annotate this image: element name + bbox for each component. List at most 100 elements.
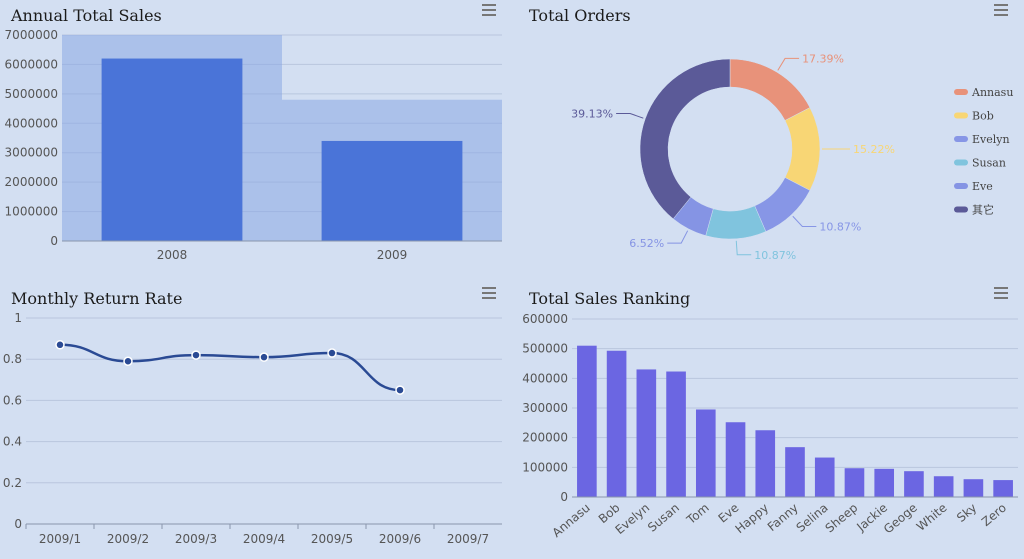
annual-sales-chart: 0 1000000 2000000 3000000 4000000 5000000 6000… <box>5 28 502 262</box>
ranking-x-tick-label: Annasu <box>550 501 593 540</box>
monthly-point <box>259 352 269 362</box>
monthly-y-tick-label: 0.2 <box>3 476 22 490</box>
ranking-x-tick-label: Sheep <box>823 501 861 536</box>
ranking-bar <box>785 447 805 497</box>
legend-swatch <box>954 183 968 189</box>
monthly-point <box>395 385 405 395</box>
annual-bar <box>321 140 463 241</box>
ranking-bar <box>904 471 924 497</box>
ranking-bar <box>963 479 984 497</box>
annual-sales-panel: Annual Total Sales 0 1000000 2000000 300000… <box>0 0 512 276</box>
monthly-return-title: Monthly Return Rate <box>11 289 183 308</box>
annual-bar <box>101 58 243 241</box>
legend-label: Evelyn <box>972 133 1010 146</box>
annual-y-tick-label: 4000000 <box>5 116 58 130</box>
ranking-bar <box>755 430 776 497</box>
monthly-point <box>327 348 337 358</box>
ranking-x-tick-label: Zero <box>979 501 1009 529</box>
legend-swatch <box>954 89 968 95</box>
ranking-x-tick-label: Susan <box>645 501 682 535</box>
annual-y-tick-label: 3000000 <box>5 146 58 160</box>
ranking-bar <box>844 468 865 497</box>
annual-y-tick-label: 2000000 <box>5 175 58 189</box>
pie-percent-label: 6.52% <box>629 237 664 250</box>
ranking-y-tick-label: 400000 <box>522 371 568 385</box>
monthly-x-tick-label: 2009/4 <box>243 532 285 546</box>
ranking-bar <box>606 350 627 497</box>
monthly-x-tick-label: 2009/3 <box>175 532 217 546</box>
ranking-x-tick-label: Evelyn <box>613 501 653 538</box>
monthly-y-tick-label: 0.6 <box>3 393 22 407</box>
legend-label: Annasu <box>971 86 1013 99</box>
ranking-x-tick-label: Tom <box>683 501 711 528</box>
ranking-x-tick-label: White <box>914 501 950 534</box>
ranking-bar <box>933 476 954 497</box>
monthly-menu-icon[interactable] <box>482 285 496 299</box>
pie-label-line <box>792 215 817 227</box>
monthly-x-tick-label: 2009/6 <box>379 532 421 546</box>
pie-percent-label: 17.39% <box>802 52 844 65</box>
legend-swatch <box>954 136 968 142</box>
pie-percent-label: 10.87% <box>819 220 861 233</box>
ranking-y-tick-label: 0 <box>560 490 568 504</box>
annual-x-tick-label: 2008 <box>157 248 188 262</box>
ranking-x-tick-label: Sky <box>954 501 979 525</box>
ranking-x-tick-label: Happy <box>733 501 772 537</box>
pie-percent-label: 10.87% <box>754 249 796 262</box>
sales-ranking-chart: 0 100000 200000 300000 400000 500000 600000 Ann… <box>522 312 1018 540</box>
legend-label: Eve <box>972 180 993 193</box>
annual-menu-icon[interactable] <box>482 2 496 16</box>
pie-label-line <box>777 57 800 71</box>
legend-swatch <box>954 112 968 119</box>
ranking-bar <box>666 371 686 497</box>
ranking-bar <box>636 369 657 497</box>
ranking-y-tick-label: 300000 <box>522 401 568 415</box>
pie-percent-label: 15.22% <box>853 143 895 156</box>
monthly-y-tick-label: 0.8 <box>3 352 22 366</box>
legend-swatch <box>954 159 968 166</box>
annual-x-tick-label: 2009 <box>377 248 408 262</box>
monthly-x-tick-label: 2009/2 <box>107 532 149 546</box>
monthly-point <box>191 350 201 360</box>
monthly-y-tick-label: 0.4 <box>3 435 22 449</box>
ranking-x-tick-label: Geoge <box>881 501 920 537</box>
ranking-bar <box>814 457 835 497</box>
ranking-y-tick-label: 100000 <box>522 460 568 474</box>
monthly-point <box>55 340 65 350</box>
annual-sales-title: Annual Total Sales <box>11 6 162 25</box>
ranking-bar <box>577 345 597 497</box>
monthly-y-tick-label: 1 <box>14 311 22 325</box>
legend-swatch <box>954 206 968 213</box>
pie-slice <box>784 107 821 191</box>
ranking-bar <box>993 480 1013 497</box>
orders-menu-icon[interactable] <box>994 2 1008 16</box>
sales-ranking-panel: Total Sales Ranking 0 100000 200000 300000 4… <box>512 283 1024 559</box>
monthly-return-panel: Monthly Return Rate 0 0.2 0.4 0.6 0.8 1 2009/1… <box>0 283 512 559</box>
ranking-bar <box>874 468 895 497</box>
pie-label-line <box>616 113 644 119</box>
legend-label: 其它 <box>972 203 994 217</box>
annual-y-tick-label: 1000000 <box>5 205 58 219</box>
legend-label: Bob <box>972 110 994 123</box>
monthly-series-line <box>59 343 401 392</box>
annual-y-tick-label: 7000000 <box>5 28 58 42</box>
sales-ranking-title: Total Sales Ranking <box>529 289 691 308</box>
ranking-y-tick-label: 200000 <box>522 431 568 445</box>
pie-slice <box>705 205 767 240</box>
pie-label-line <box>667 230 689 244</box>
monthly-x-tick-label: 2009/1 <box>39 532 81 546</box>
pie-slice <box>729 58 811 121</box>
pie-percent-label: 39.13% <box>571 108 613 121</box>
ranking-x-tick-label: Selina <box>794 501 831 535</box>
total-orders-panel: Total Orders 17.39% 15.22% 10.87% 10.87% 6.5… <box>512 0 1024 276</box>
ranking-x-tick-label: Fanny <box>765 501 801 535</box>
annual-y-tick-label: 5000000 <box>5 87 58 101</box>
ranking-y-tick-label: 500000 <box>522 342 568 356</box>
ranking-bar <box>695 409 716 497</box>
total-orders-title: Total Orders <box>529 6 631 25</box>
monthly-return-chart: 0 0.2 0.4 0.6 0.8 1 2009/1 2009/2 2009/3 2009/4 20… <box>3 311 502 546</box>
ranking-y-tick-label: 600000 <box>522 312 568 326</box>
monthly-point <box>123 356 133 367</box>
total-orders-chart: 17.39% 15.22% 10.87% 10.87% 6.52% 39.13% Annas… <box>571 52 1013 262</box>
ranking-menu-icon[interactable] <box>994 285 1008 299</box>
